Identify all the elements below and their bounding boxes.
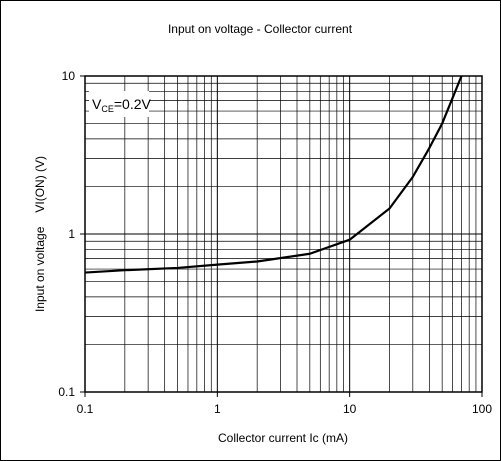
x-tick-label: 10 bbox=[343, 402, 357, 416]
vce-annotation: VCE=0.2V bbox=[92, 96, 151, 114]
plot-area bbox=[84, 75, 483, 393]
x-tick-label: 1 bbox=[214, 402, 221, 416]
x-ticks: 0.1 1 10 100 bbox=[77, 392, 492, 416]
y-ticks: 0.1 1 10 bbox=[58, 69, 85, 399]
annotation-background bbox=[89, 91, 149, 117]
annotation-v: V bbox=[92, 96, 102, 112]
annotation-sub: CE bbox=[101, 104, 114, 114]
x-tick-label: 0.1 bbox=[77, 402, 94, 416]
x-tick-label: 100 bbox=[472, 402, 492, 416]
series-line bbox=[84, 75, 463, 274]
y-tick-label: 1 bbox=[68, 227, 75, 241]
y-axis-label-main: Input on voltage bbox=[33, 226, 47, 312]
series-group bbox=[84, 75, 463, 274]
chart-title: Input on voltage - Collector current bbox=[168, 22, 353, 36]
y-axis-label: Input on voltage VI(ON) (V) bbox=[33, 156, 47, 312]
grid bbox=[85, 76, 482, 392]
y-axis-label-symbol: VI(ON) (V) bbox=[33, 156, 47, 213]
x-axis-label: Collector current Ic (mA) bbox=[218, 431, 348, 445]
y-tick-label: 0.1 bbox=[58, 385, 75, 399]
y-tick-label: 10 bbox=[62, 69, 76, 83]
annotation-rest: =0.2V bbox=[114, 96, 152, 112]
